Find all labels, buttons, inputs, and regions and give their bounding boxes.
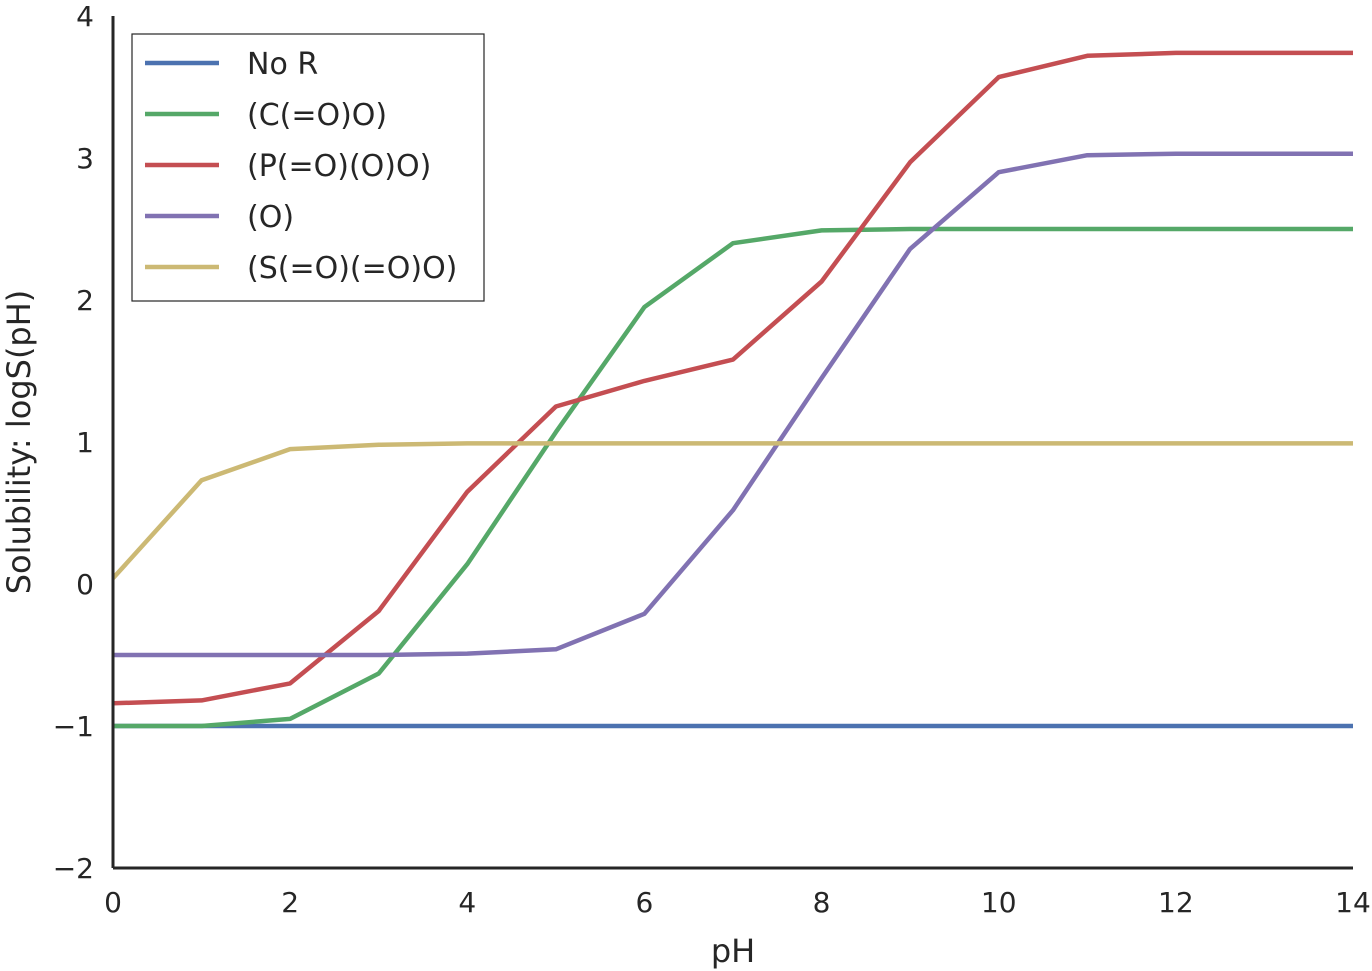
series-layer	[111, 50, 1353, 729]
y-tick-labels: −2 −1 0 1 2 3 4	[53, 0, 94, 885]
x-tick-label: 12	[1158, 886, 1194, 919]
legend-label: (P(=O)(O)O)	[247, 149, 431, 184]
x-tick-label: 0	[104, 886, 122, 919]
legend-label: No R	[247, 47, 318, 82]
x-tick-label: 6	[636, 886, 654, 919]
y-tick-label: 1	[76, 426, 94, 459]
x-tick-label: 2	[281, 886, 299, 919]
y-axis-label: Solubility: logS(pH)	[0, 290, 38, 595]
y-tick-label: 2	[76, 284, 94, 317]
legend-box	[131, 33, 485, 302]
x-tick-label: 14	[1335, 886, 1371, 919]
y-tick-label: −1	[53, 710, 94, 743]
series-line-3	[113, 151, 1353, 658]
y-tick-label: 3	[76, 142, 94, 175]
series-line-1	[113, 226, 1353, 729]
legend: No R (C(=O)O) (P(=O)(O)O) (O) (S(=O)(=O)O)	[131, 33, 485, 302]
x-axis-label: pH	[711, 932, 755, 970]
legend-label: (S(=O)(=O)O)	[247, 251, 457, 286]
x-tick-label: 8	[813, 886, 831, 919]
series-line-4	[111, 441, 1353, 580]
series-line-2	[112, 50, 1353, 706]
x-tick-label: 4	[458, 886, 476, 919]
x-tick-label: 10	[981, 886, 1017, 919]
legend-label: (C(=O)O)	[247, 98, 387, 133]
y-tick-label: 0	[76, 568, 94, 601]
legend-label: (O)	[247, 200, 294, 235]
x-tick-labels: 0 2 4 6 8 10 12 14	[104, 886, 1371, 919]
y-tick-label: 4	[76, 0, 94, 33]
y-tick-label: −2	[53, 852, 94, 885]
